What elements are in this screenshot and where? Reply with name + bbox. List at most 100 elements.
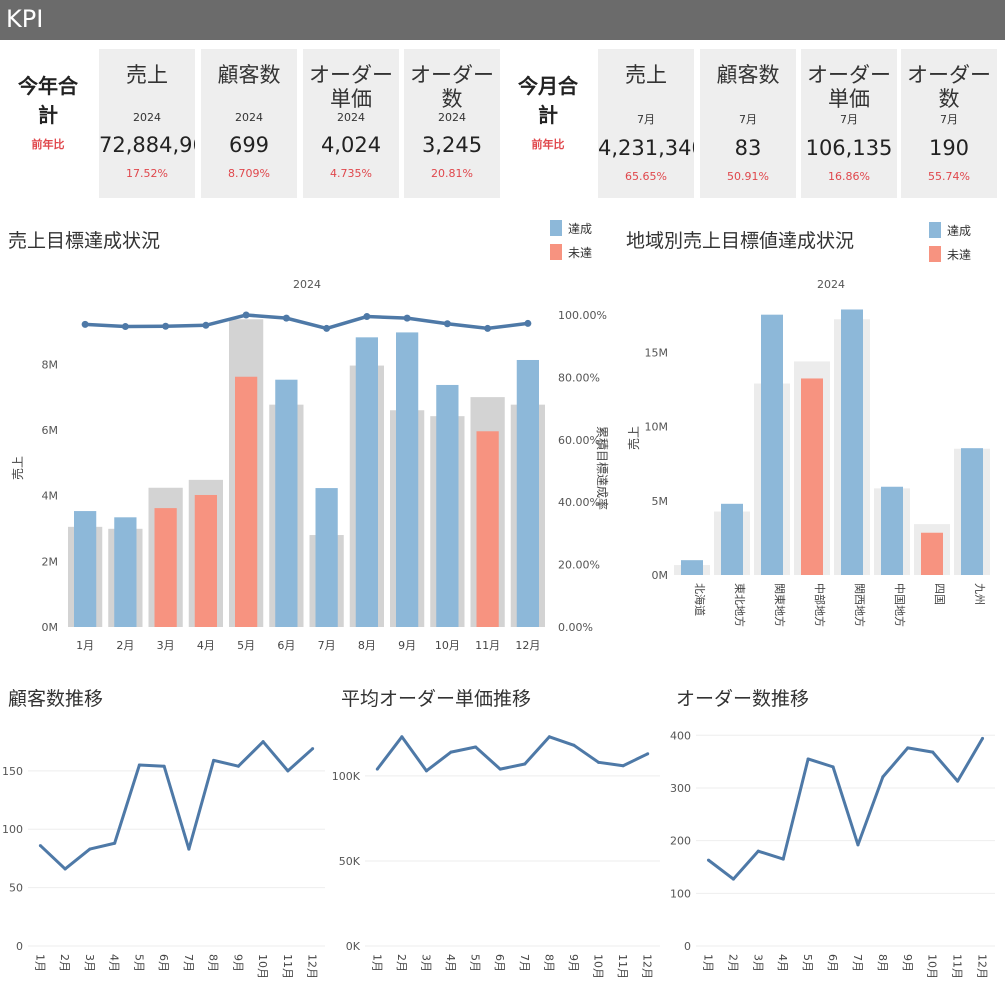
trend-point xyxy=(261,740,265,744)
card-value: 72,884,966 xyxy=(99,133,195,157)
trend-point xyxy=(63,867,67,871)
trend-point xyxy=(187,847,191,851)
sales-bar xyxy=(74,511,97,627)
y-axis-label: 売上 xyxy=(626,426,641,450)
month-summary-sublabel: 前年比 xyxy=(531,138,565,151)
card-title: オーダー単価 xyxy=(309,63,393,109)
card-value: 83 xyxy=(734,136,762,160)
x-tick-label: 7月 xyxy=(851,954,864,972)
y2-axis-label: 累積目標達成率 xyxy=(595,426,610,510)
legend-label: 未達 xyxy=(568,245,593,260)
x-tick-label: 5月 xyxy=(132,954,145,972)
y2-tick-label: 100.00% xyxy=(558,309,607,322)
year-summary-sublabel: 前年比 xyxy=(31,138,65,151)
orders-trend-chart: 0 100 200 300 400 1月 2月 3月 4月 5月 6月 7月 8月 9月 10月 11月 12月 xyxy=(670,729,995,979)
y2-tick-label: 60.00% xyxy=(558,434,600,447)
sales-bar xyxy=(315,488,338,627)
achievement-rate-point xyxy=(282,314,290,322)
trend-point xyxy=(88,847,92,851)
x-tick-label: 3月 xyxy=(419,954,432,972)
y-tick-label: 6M xyxy=(42,424,59,437)
sales-bar xyxy=(761,314,783,575)
x-tick-label: 11月 xyxy=(951,954,964,979)
legend-label: 達成 xyxy=(947,223,972,238)
year-summary-title: 今年合計 xyxy=(18,74,78,127)
sales-bar xyxy=(881,486,903,575)
x-tick-label: 1月 xyxy=(33,954,46,972)
y-tick-label: 0 xyxy=(684,940,691,953)
trend-point xyxy=(806,757,810,761)
x-tick-label: 12月 xyxy=(976,954,989,979)
month-summary-label: 今月合計 前年比 xyxy=(510,70,586,152)
sales-bar xyxy=(921,532,943,575)
x-tick-label: 12月 xyxy=(641,954,654,979)
card-value: 699 xyxy=(228,133,270,157)
y-tick-label: 50 xyxy=(9,882,23,895)
trend-point xyxy=(756,849,760,853)
order-price-trend-title: 平均オーダー単価推移 xyxy=(341,688,532,710)
card-yoy: 50.91% xyxy=(727,170,769,183)
x-tick-label: 5月 xyxy=(237,639,255,652)
y-tick-label: 100 xyxy=(670,887,691,900)
sales-bar xyxy=(355,337,378,627)
card-title: 売上 xyxy=(625,63,667,87)
trend-point xyxy=(597,760,601,764)
x-tick-label: 3月 xyxy=(157,639,175,652)
x-tick-label: 6月 xyxy=(826,954,839,972)
trend-point xyxy=(547,735,551,739)
card-title: 顧客数 xyxy=(217,63,281,87)
month-orders-card: オーダー数 7月 190 55.74% xyxy=(901,49,997,198)
trend-point xyxy=(311,747,315,751)
x-tick-label: 四国 xyxy=(933,583,946,605)
trend-line xyxy=(707,737,984,881)
legend-label: 達成 xyxy=(568,221,593,236)
card-period: 2024 xyxy=(235,111,263,124)
month-sales-card: 売上 7月 4,231,340 65.65% xyxy=(598,49,694,198)
orders-trend-title: オーダー数推移 xyxy=(676,688,810,710)
achievement-rate-point xyxy=(242,311,250,319)
trend-point xyxy=(931,750,935,754)
sales-bar xyxy=(436,384,459,627)
legend-missed: 未達 xyxy=(550,240,592,264)
sales-bar xyxy=(841,309,863,575)
chart-subtitle: 2024 xyxy=(293,278,321,291)
achievement-rate-point xyxy=(443,320,451,328)
x-tick-label: 10月 xyxy=(435,639,460,652)
x-tick-label: 10月 xyxy=(926,954,939,979)
card-value: 106,135 xyxy=(805,136,893,160)
y-tick-label: 100 xyxy=(2,823,23,836)
card-period: 2024 xyxy=(337,111,365,124)
chart-subtitle: 2024 xyxy=(817,278,845,291)
y-tick-label: 5M xyxy=(652,495,669,508)
year-customers-card: 顧客数 2024 699 8.709% xyxy=(201,49,297,198)
trend-point xyxy=(212,758,216,762)
x-tick-label: 4月 xyxy=(776,954,789,972)
legend-missed: 未達 xyxy=(929,242,971,266)
trend-point xyxy=(646,752,650,756)
monthly-target-chart: 2024 0M 2M 4M 6M 8M 0.00% 20.00% 40.00% 60.00% 80.… xyxy=(10,278,610,652)
page-title: KPI xyxy=(6,5,44,33)
sales-bar xyxy=(681,560,703,575)
x-tick-label: 11月 xyxy=(281,954,294,979)
x-tick-label: 9月 xyxy=(231,954,244,972)
y-tick-label: 8M xyxy=(42,358,59,371)
x-tick-label: 7月 xyxy=(318,639,336,652)
sales-bar xyxy=(235,376,258,627)
x-tick-label: 4月 xyxy=(197,639,215,652)
y-tick-label: 10M xyxy=(645,421,669,434)
card-title: オーダー数 xyxy=(907,63,991,109)
achievement-rate-line xyxy=(85,313,529,331)
trend-point xyxy=(113,841,117,845)
x-tick-label: 関東地方 xyxy=(773,583,787,627)
trend-point xyxy=(831,765,835,769)
card-value: 4,024 xyxy=(320,133,382,157)
card-period: 7月 xyxy=(739,113,757,126)
monthly-chart-legend: 達成 未達 xyxy=(550,216,592,264)
y-tick-label: 0M xyxy=(42,621,59,634)
y2-tick-label: 40.00% xyxy=(558,496,600,509)
sales-bar xyxy=(114,517,137,627)
trend-point xyxy=(906,746,910,750)
y2-tick-label: 80.00% xyxy=(558,371,600,384)
x-tick-label: 3月 xyxy=(83,954,96,972)
legend-achieved: 達成 xyxy=(550,216,592,240)
